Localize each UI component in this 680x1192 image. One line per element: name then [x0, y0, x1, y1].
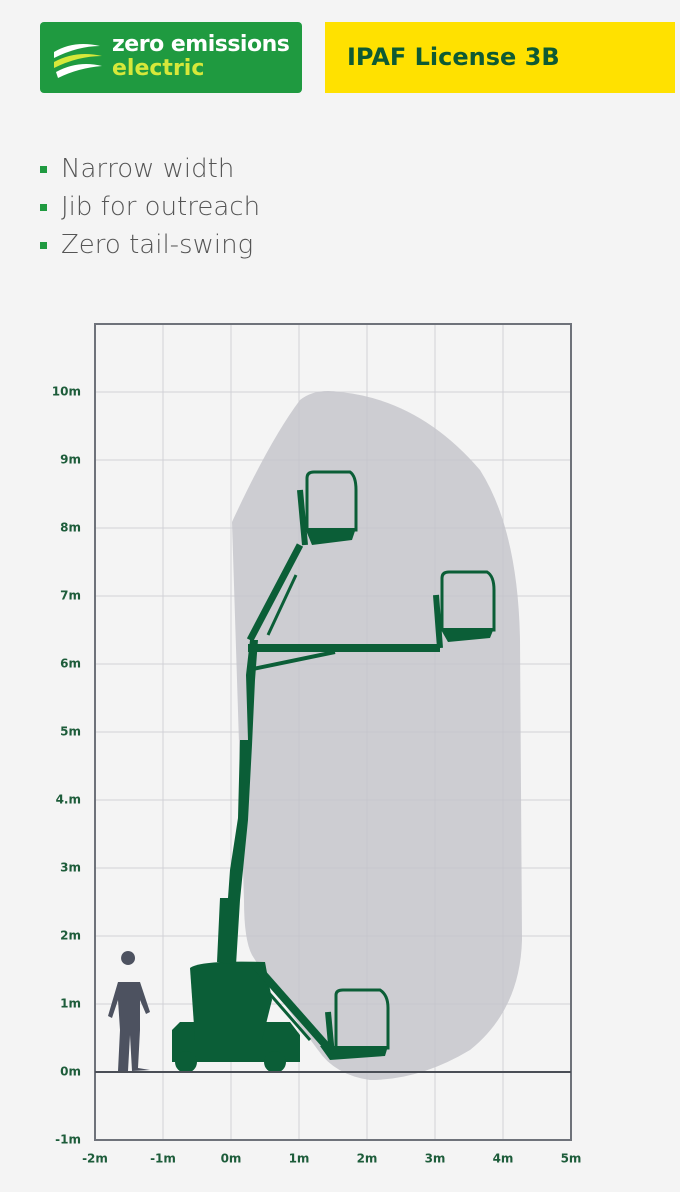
y-tick-label: 7m — [60, 589, 81, 603]
y-tick-label: 4.m — [56, 793, 81, 807]
x-tick-label: -1m — [150, 1152, 176, 1166]
working-envelope — [232, 391, 522, 1080]
y-tick-label: 2m — [60, 929, 81, 943]
y-tick-label: 8m — [60, 521, 81, 535]
feature-list: Narrow width Jib for outreach Zero tail-… — [40, 150, 260, 264]
feature: Jib for outreach — [40, 188, 260, 226]
y-tick-label: 1m — [60, 997, 81, 1011]
x-tick-label: 2m — [357, 1152, 378, 1166]
y-tick-label: 9m — [60, 453, 81, 467]
license-box: IPAF License 3B — [325, 22, 675, 93]
y-tick-label: 3m — [60, 861, 81, 875]
y-tick-label: 10m — [52, 385, 81, 399]
feature: Narrow width — [40, 150, 260, 188]
badge-line2: electric — [112, 56, 205, 81]
person-silhouette — [108, 951, 150, 1071]
x-tick-label: 0m — [221, 1152, 242, 1166]
x-tick-label: -2m — [82, 1152, 108, 1166]
license-label: IPAF License 3B — [347, 43, 560, 71]
plot-frame — [94, 323, 572, 1141]
machine — [172, 470, 496, 1073]
x-tick-label: 1m — [289, 1152, 310, 1166]
x-tick-label: 3m — [425, 1152, 446, 1166]
y-tick-label: 0m — [60, 1065, 81, 1079]
badge-line1: zero emissions — [112, 32, 290, 57]
y-tick-label: 6m — [60, 657, 81, 671]
y-tick-label: -1m — [55, 1133, 81, 1147]
feature: Zero tail-swing — [40, 226, 260, 264]
tick-labels: -2m -1m 0m 1m 2m 3m 4m 5m-1m0m1m2m3m4.m5m6m7m8m… — [52, 385, 582, 1166]
badge-icon — [54, 44, 102, 78]
y-tick-label: 5m — [60, 725, 81, 739]
x-tick-label: 4m — [493, 1152, 514, 1166]
zero-emissions-badge: zero emissions electric — [40, 22, 302, 93]
x-tick-label: 5m — [561, 1152, 582, 1166]
